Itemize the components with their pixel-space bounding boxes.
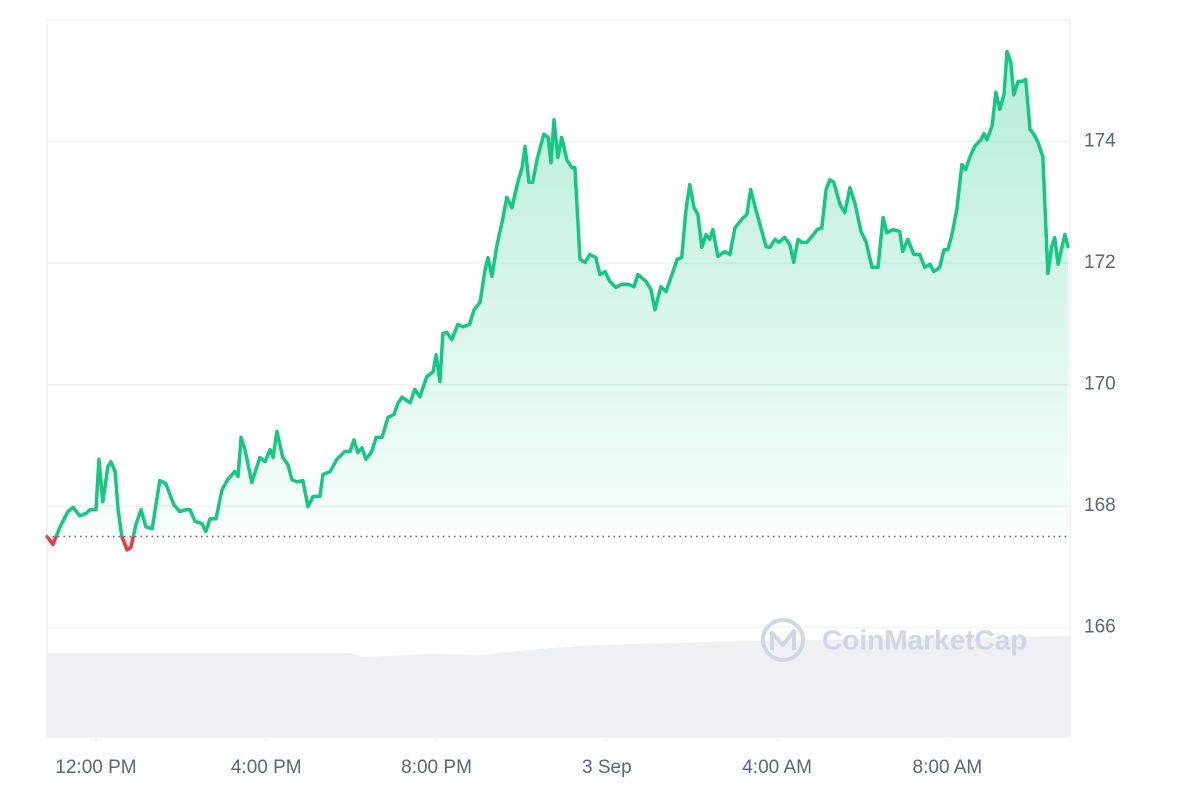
labels: 166 168 170 172 174 12:00 PM 4:00 PM 8:00 PM 3 S… [55,131,1116,778]
y-tick-label: 166 [1084,617,1116,638]
area [47,51,1068,550]
x-tick-label: 8:00 AM [913,757,983,778]
x-tick-label: 8:00 PM [401,757,472,778]
price-line [45,49,1070,552]
y-tick-label: 170 [1084,374,1116,395]
x-tick-label: 4:00 PM [231,757,302,778]
volume-band [47,636,1070,737]
marks [45,49,1070,552]
watermark-logo [761,618,805,662]
x-tick-label: 4:00 AM [742,757,812,778]
y-tick-label: 172 [1084,252,1116,273]
x-tick-label: 3 Sep [582,757,632,778]
watermark-text: CoinMarketCap [822,624,1027,655]
y-tick-label: 168 [1084,495,1116,516]
x-tick-label: 12:00 PM [55,757,136,778]
y-tick-label: 174 [1084,131,1116,152]
